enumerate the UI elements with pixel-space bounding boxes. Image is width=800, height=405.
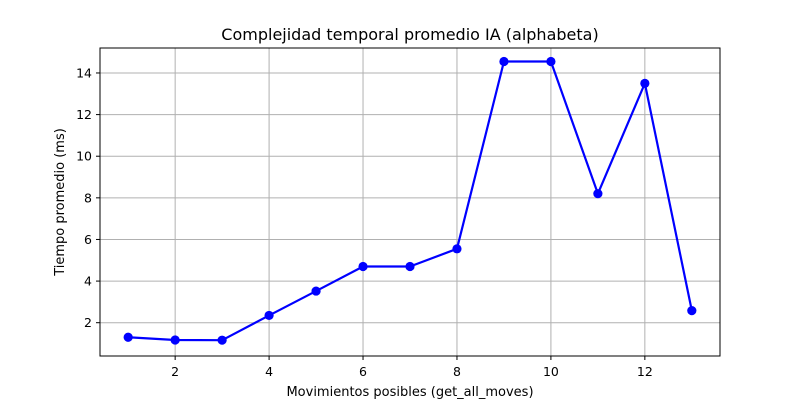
y-tick-label: 14 [76,65,92,80]
y-axis: 2 4 6 8 10 12 14 [76,65,100,330]
data-point [640,78,650,88]
series-layer [123,56,697,345]
grid-lines [100,48,720,356]
x-axis-label: Movimientos posibles (get_all_moves) [286,385,533,400]
data-point [217,335,227,345]
plot-frame [99,47,721,357]
y-tick-label: 4 [84,274,92,289]
chart-title: Complejidad temporal promedio IA (alphab… [221,25,598,44]
x-tick-label: 10 [543,364,559,379]
y-tick-label: 12 [76,107,92,122]
x-axis: 2 4 6 8 10 12 [171,356,653,379]
data-point [546,56,556,67]
x-tick-label: 8 [453,364,461,379]
data-point [499,56,509,67]
data-point [264,310,274,321]
x-tick-label: 4 [265,364,273,379]
x-tick-label: 2 [171,364,179,379]
data-point [358,261,368,272]
data-point [687,306,697,316]
data-point [123,332,133,342]
x-tick-label: 6 [359,364,367,379]
x-tick-label: 12 [637,364,653,379]
y-tick-label: 6 [84,232,92,247]
data-point [170,335,180,345]
y-tick-label: 2 [84,315,92,330]
data-point [311,286,321,296]
data-point [593,189,603,199]
y-axis-label: Tiempo promedio (ms) [53,128,68,277]
data-point [452,244,462,254]
y-tick-label: 8 [84,190,92,205]
data-point [405,261,415,272]
y-tick-label: 10 [76,149,92,164]
